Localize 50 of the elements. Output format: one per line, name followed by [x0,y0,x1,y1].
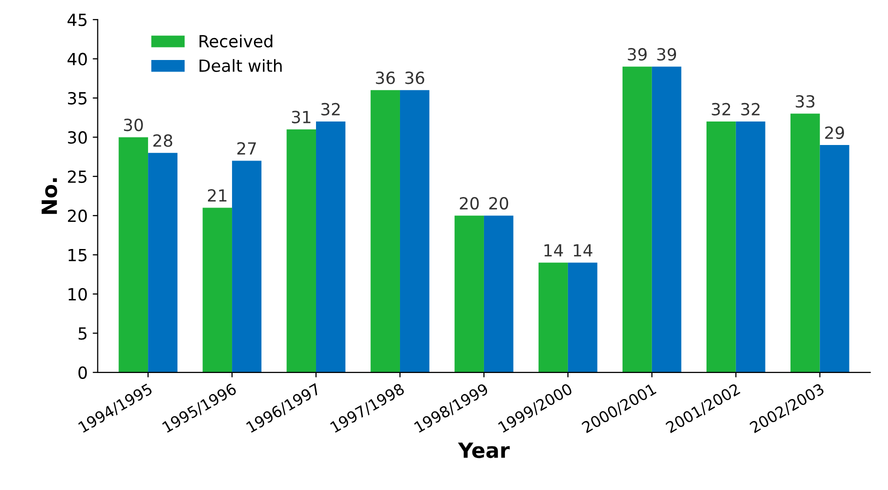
data-label: 20 [460,196,479,210]
y-tick-label: 40 [68,52,87,66]
y-tick-label: 5 [78,327,86,340]
legend-label: Dealt with [200,59,282,72]
y-axis-title: No. [42,178,58,214]
data-label: 31 [292,110,310,124]
data-label: 32 [321,102,340,116]
bar [148,152,178,372]
data-label: 14 [574,244,592,256]
data-label: 20 [489,196,508,210]
data-label: 30 [124,118,143,132]
data-label: 36 [376,72,395,84]
data-label: 27 [237,142,256,154]
bar [370,90,400,372]
bar [790,114,820,372]
bar [400,90,430,372]
bar [538,262,568,372]
data-label: 28 [153,134,172,147]
y-tick-label: 25 [68,170,86,183]
bar [202,208,232,372]
bar [652,66,682,372]
data-label: 33 [796,95,814,108]
y-tick-label: 35 [68,92,86,105]
y-tick-label: 30 [68,131,87,144]
x-axis-title: Year [458,442,510,458]
y-tick-label: 10 [68,288,87,301]
data-label: 36 [405,72,424,84]
data-label: 32 [741,102,760,116]
bar [286,129,316,372]
y-tick-label: 20 [68,210,87,222]
bar [622,66,652,372]
bar [454,216,484,372]
bar [232,160,262,372]
y-tick-label: 15 [68,248,86,262]
bar [568,262,598,372]
bar [118,137,148,372]
data-label: 29 [825,126,844,140]
legend-label: Received [200,34,272,48]
data-label: 14 [544,244,563,256]
bar [736,122,766,372]
data-label: 39 [628,48,647,61]
bar [316,122,346,372]
data-label: 32 [712,102,730,116]
data-label: 39 [657,48,676,61]
y-tick-label: 0 [78,366,87,379]
bar [820,145,850,372]
bar [706,122,736,372]
y-tick-label: 45 [68,14,86,26]
data-label: 21 [208,189,226,202]
bar [484,216,514,372]
